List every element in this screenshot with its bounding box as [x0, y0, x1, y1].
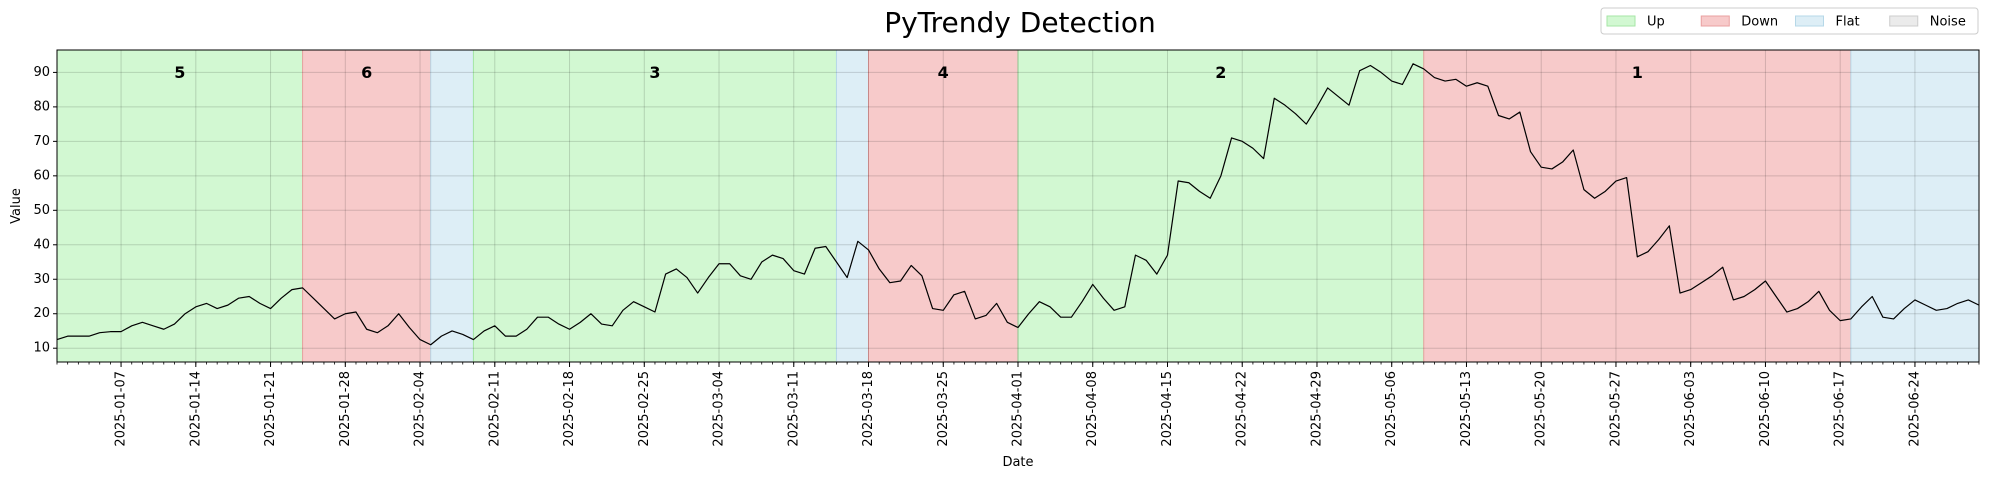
trend-region	[430, 49, 474, 363]
data-line	[56, 63, 1980, 346]
x-tick-label: 2025-02-18	[562, 371, 577, 447]
legend-label: Down	[1741, 15, 1778, 30]
y-tick-label: 50	[33, 203, 50, 218]
legend-label: Up	[1647, 15, 1665, 30]
y-tick-label: 70	[33, 134, 50, 149]
x-tick-label: 2025-05-20	[1534, 371, 1549, 447]
trend-region	[1017, 49, 1425, 363]
x-tick-label: 2025-01-21	[263, 371, 278, 447]
trend-region	[1850, 49, 1980, 363]
x-tick-label: 2025-04-08	[1085, 371, 1100, 447]
legend-label: Flat	[1836, 15, 1860, 30]
legend-swatch	[1889, 15, 1919, 27]
x-tick-label: 2025-03-25	[936, 371, 951, 447]
x-tick-label: 2025-01-14	[188, 371, 203, 447]
region-label: 5	[174, 63, 185, 82]
region-label: 3	[649, 63, 660, 82]
x-tick-label: 2025-05-13	[1459, 371, 1474, 447]
x-tick-label: 2025-06-03	[1683, 371, 1698, 447]
legend-label: Noise	[1930, 15, 1966, 30]
x-tick-label: 2025-04-15	[1160, 371, 1175, 447]
x-tick-label: 2025-02-11	[487, 371, 502, 447]
x-tick-label: 2025-02-04	[413, 371, 428, 447]
x-tick-label: 2025-03-11	[786, 371, 801, 447]
x-tick-label: 2025-04-22	[1235, 371, 1250, 447]
trend-region	[835, 49, 870, 363]
legend-swatch	[1700, 15, 1730, 27]
x-tick-label: 2025-04-29	[1309, 371, 1324, 447]
y-tick-label: 20	[33, 306, 50, 321]
x-tick-label: 2025-05-06	[1384, 371, 1399, 447]
x-axis-label: Date	[1002, 455, 1033, 470]
trend-region	[472, 49, 837, 363]
y-tick-label: 80	[33, 99, 50, 114]
y-tick-label: 60	[33, 168, 50, 183]
trend-region	[302, 49, 432, 363]
x-tick-label: 2025-03-04	[712, 371, 727, 447]
x-tick-label: 2025-02-25	[637, 371, 652, 447]
x-tick-label: 2025-04-01	[1011, 371, 1026, 447]
x-tick-label: 2025-06-24	[1907, 371, 1922, 447]
x-tick-label: 2025-06-10	[1758, 371, 1773, 447]
x-tick-label: 2025-03-18	[861, 371, 876, 447]
x-tick-label: 2025-05-27	[1608, 371, 1623, 447]
legend-swatch	[1795, 15, 1824, 27]
plot-frame	[56, 49, 1980, 363]
y-tick-label: 30	[33, 272, 50, 287]
legend: Up Down Flat Noise	[1600, 7, 1979, 35]
y-tick-label: 90	[33, 65, 50, 80]
y-tick-label: 40	[33, 237, 50, 252]
legend-box	[1600, 7, 1979, 35]
y-tick-label: 10	[33, 341, 50, 356]
x-tick-label: 2025-06-17	[1833, 371, 1848, 447]
y-axis-label: Value	[9, 188, 24, 224]
trend-region	[56, 49, 304, 363]
x-tick-label: 2025-01-07	[114, 371, 129, 447]
region-label: 4	[938, 63, 949, 82]
trend-region	[1423, 49, 1852, 363]
legend-swatch	[1606, 15, 1636, 27]
region-label: 6	[361, 63, 372, 82]
x-tick-label: 2025-01-28	[338, 371, 353, 447]
region-label: 2	[1215, 63, 1226, 82]
chart-title: PyTrendy Detection	[884, 6, 1156, 39]
region-label: 1	[1632, 63, 1643, 82]
